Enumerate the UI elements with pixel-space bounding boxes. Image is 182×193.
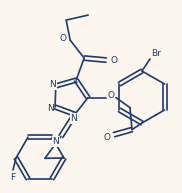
Text: O: O	[111, 56, 118, 65]
Text: N: N	[47, 104, 54, 113]
Text: Br: Br	[151, 48, 161, 58]
Text: :: :	[51, 105, 53, 111]
Text: O: O	[104, 133, 110, 142]
Text: N: N	[50, 80, 56, 89]
Text: N: N	[71, 114, 77, 123]
Text: O: O	[60, 34, 67, 43]
Text: O: O	[108, 91, 114, 100]
Text: N: N	[53, 137, 59, 146]
Text: F: F	[10, 174, 16, 183]
